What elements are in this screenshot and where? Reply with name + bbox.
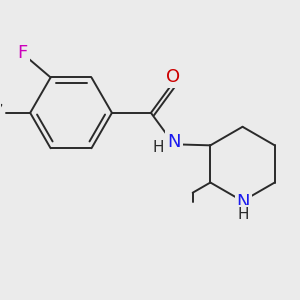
Text: O: O: [166, 68, 180, 85]
Text: N: N: [237, 193, 250, 211]
Text: F: F: [18, 44, 28, 62]
Text: H: H: [153, 140, 164, 155]
Text: N: N: [167, 133, 181, 151]
Text: H: H: [238, 207, 249, 222]
